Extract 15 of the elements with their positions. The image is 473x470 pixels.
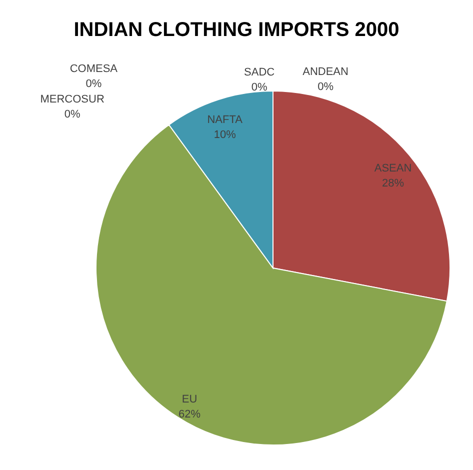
slice-label: EU bbox=[182, 394, 198, 406]
text: 0% bbox=[318, 80, 334, 93]
data-label: 10% bbox=[214, 128, 236, 141]
category-label: SADC bbox=[244, 66, 275, 78]
slice-label: NAFTA bbox=[207, 114, 244, 126]
category-label: COMESA bbox=[70, 62, 118, 75]
category-label: MERCOSUR bbox=[40, 94, 104, 106]
text: 0% bbox=[251, 81, 268, 94]
category-label: ANDEAN bbox=[302, 66, 348, 78]
data-label: 28% bbox=[382, 178, 404, 190]
slice-label: ASEAN bbox=[374, 162, 412, 175]
data-label: 62% bbox=[178, 408, 201, 421]
text: 0% bbox=[64, 108, 80, 121]
chart-title: INDIAN CLOTHING IMPORTS 2000 bbox=[74, 19, 400, 41]
text: 0% bbox=[86, 78, 102, 90]
